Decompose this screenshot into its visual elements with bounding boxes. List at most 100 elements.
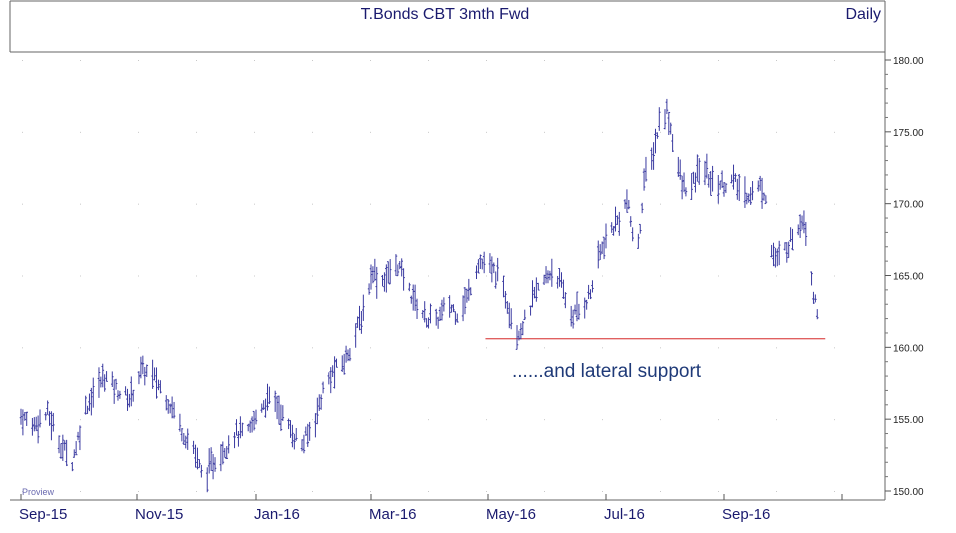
ohlc-bar [614, 206, 617, 232]
ohlc-bar [137, 371, 141, 385]
x-tick-label: Mar-16 [369, 506, 417, 523]
ohlc-bar [192, 440, 195, 455]
ohlc-bar [182, 432, 186, 445]
ohlc-bar [400, 258, 403, 277]
grid-dot [834, 131, 835, 133]
grid-dot [776, 419, 777, 421]
ohlc-bar [425, 318, 428, 328]
ohlc-bar [348, 348, 352, 362]
ohlc-bar [770, 244, 773, 258]
ohlc-bar [764, 195, 768, 205]
grid-dot [370, 203, 371, 205]
ohlc-bar [480, 258, 484, 270]
ohlc-bar [631, 227, 634, 242]
ohlc-bar [519, 323, 523, 340]
ohlc-bar [221, 441, 225, 465]
y-tick-label: 170.00 [893, 200, 924, 211]
grid-dot [312, 203, 313, 205]
ohlc-bar [36, 415, 40, 444]
grid-dot [312, 491, 313, 492]
ohlc-bar [33, 417, 36, 432]
ohlc-bar [44, 412, 48, 421]
ohlc-bar [569, 305, 573, 327]
y-axis: 150.00 155.00 160.00 165.00 170.00 175.00 180.… [885, 56, 924, 498]
x-tick-label: May-16 [486, 506, 536, 523]
ohlc-bar [358, 305, 361, 331]
grid-dot [80, 131, 81, 133]
ohlc-bar [737, 173, 741, 202]
grid [22, 60, 835, 492]
ohlc-bar [260, 403, 264, 413]
ohlc-bar [427, 317, 430, 329]
grid-dot [602, 419, 603, 421]
ohlc-bar [155, 367, 158, 399]
grid-dot [486, 203, 487, 205]
grid-dot [196, 203, 197, 205]
ohlc-bar [521, 320, 525, 336]
ohlc-bar [758, 175, 762, 191]
ohlc-bar [720, 170, 724, 189]
ohlc-bar [63, 440, 67, 451]
grid-dot [834, 491, 835, 492]
ohlc-bar [436, 316, 440, 329]
grid-dot [834, 203, 835, 205]
ohlc-bar [684, 187, 688, 197]
ohlc-bar [291, 424, 294, 448]
ohlc-bar [587, 284, 590, 300]
ohlc-bar [166, 399, 170, 414]
ohlc-bar [707, 174, 711, 188]
ohlc-bar [48, 411, 51, 426]
ohlc-bar [319, 394, 323, 410]
grid-dot [80, 491, 81, 492]
grid-dot [428, 275, 429, 277]
ohlc-bar [321, 381, 325, 394]
ohlc-bar [749, 187, 752, 205]
ohlc-bar [184, 435, 188, 449]
ohlc-bar [71, 461, 74, 472]
grid-dot [370, 491, 371, 492]
ohlc-bar [627, 199, 631, 210]
ohlc-bar [454, 311, 457, 325]
ohlc-bar [463, 287, 467, 315]
ohlc-bar [78, 425, 82, 451]
grid-dot [834, 419, 835, 421]
ohlc-bar [496, 257, 499, 282]
grid-dot [80, 347, 81, 349]
ohlc-bar [598, 244, 602, 260]
ohlc-bar [200, 464, 203, 478]
ohlc-bar [573, 304, 577, 315]
ohlc-bar [254, 409, 258, 425]
ohlc-bar [494, 271, 498, 289]
ohlc-bar [697, 158, 701, 185]
ohlc-bar [266, 383, 269, 411]
grid-dot [718, 491, 719, 492]
ohlc-bar [340, 355, 344, 372]
grid-dot [196, 347, 197, 349]
grid-dot [312, 347, 313, 349]
grid-dot [602, 347, 603, 349]
ohlc-bar [600, 241, 604, 255]
ohlc-bar [50, 411, 53, 441]
ohlc-bar [810, 271, 813, 286]
ohlc-bar [756, 180, 760, 192]
ohlc-bar [279, 404, 283, 432]
ohlc-bar [777, 240, 781, 266]
ohlc-bar [369, 264, 373, 290]
ohlc-bar [333, 356, 336, 389]
grid-dot [196, 491, 197, 492]
ohlc-bar [114, 378, 118, 390]
ohlc-bar [434, 308, 438, 326]
y-tick-label: 160.00 [893, 343, 924, 354]
ohlc-bar [467, 278, 471, 301]
ohlc-bar [705, 153, 709, 179]
chart-title: T.Bonds CBT 3mth Fwd [361, 6, 530, 23]
x-axis: Sep-15 Nov-15 Jan-16 Mar-16 May-16 Jul-16 Sep-… [19, 494, 843, 523]
grid-dot [776, 131, 777, 133]
ohlc-bar [558, 268, 561, 287]
grid-dot [196, 60, 197, 61]
ohlc-bar [327, 372, 331, 385]
ohlc-bar [101, 363, 105, 388]
y-tick-label: 180.00 [893, 56, 924, 67]
annotation-text: ......and lateral support [512, 361, 702, 382]
